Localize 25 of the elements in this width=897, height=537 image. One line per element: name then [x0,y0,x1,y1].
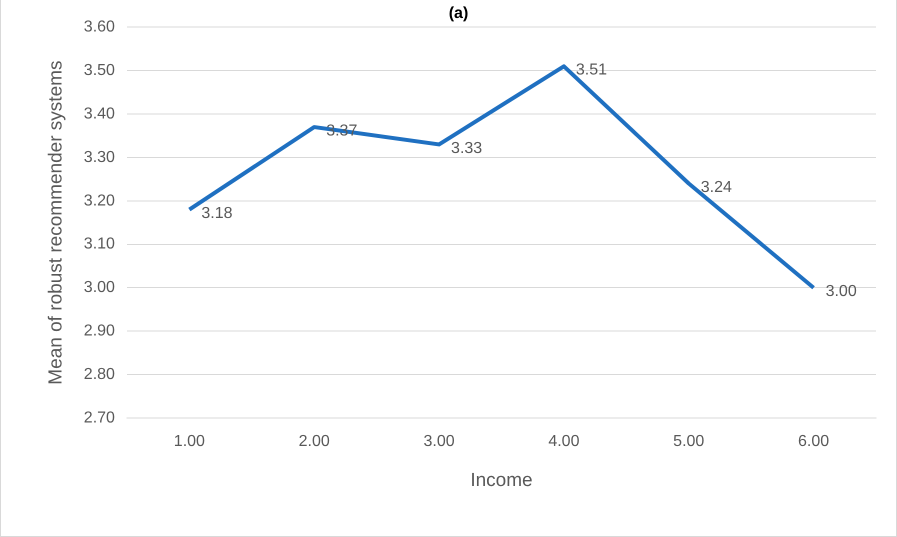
x-tick-label: 5.00 [673,433,704,450]
y-axis-title: Mean of robust recommender systems [46,60,67,385]
data-label: 3.18 [201,204,233,222]
x-axis-title: Income [470,470,533,491]
y-tick-label: 2.70 [84,409,116,426]
x-tick-label: 3.00 [423,433,455,450]
y-tick-label: 3.10 [84,236,116,253]
data-label: 3.00 [826,283,857,300]
x-tick-label: 6.00 [798,433,830,450]
y-tick-label: 3.00 [84,279,116,296]
chart-title: (a) [448,5,468,22]
x-tick-label: 1.00 [174,433,206,450]
x-tick-label: 2.00 [298,433,330,450]
y-tick-label: 3.40 [84,105,116,122]
y-tick-label: 3.60 [84,18,116,36]
data-label: 3.37 [326,122,358,140]
x-tick-label: 4.00 [548,433,580,450]
y-tick-label: 2.90 [84,322,116,340]
data-label: 3.24 [700,178,732,196]
data-label: 3.33 [451,140,482,157]
y-tick-label: 3.20 [84,192,116,210]
y-tick-label: 3.50 [84,62,116,80]
data-label: 3.51 [576,62,608,79]
y-tick-label: 3.30 [84,148,116,166]
y-tick-label: 2.80 [84,366,116,383]
